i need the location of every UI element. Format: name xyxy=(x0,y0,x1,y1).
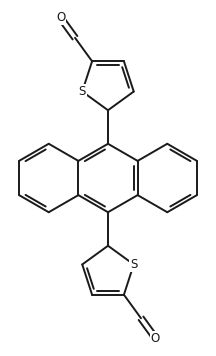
Text: S: S xyxy=(130,258,137,271)
Text: O: O xyxy=(151,332,160,345)
Text: O: O xyxy=(56,11,65,24)
Text: S: S xyxy=(79,85,86,98)
